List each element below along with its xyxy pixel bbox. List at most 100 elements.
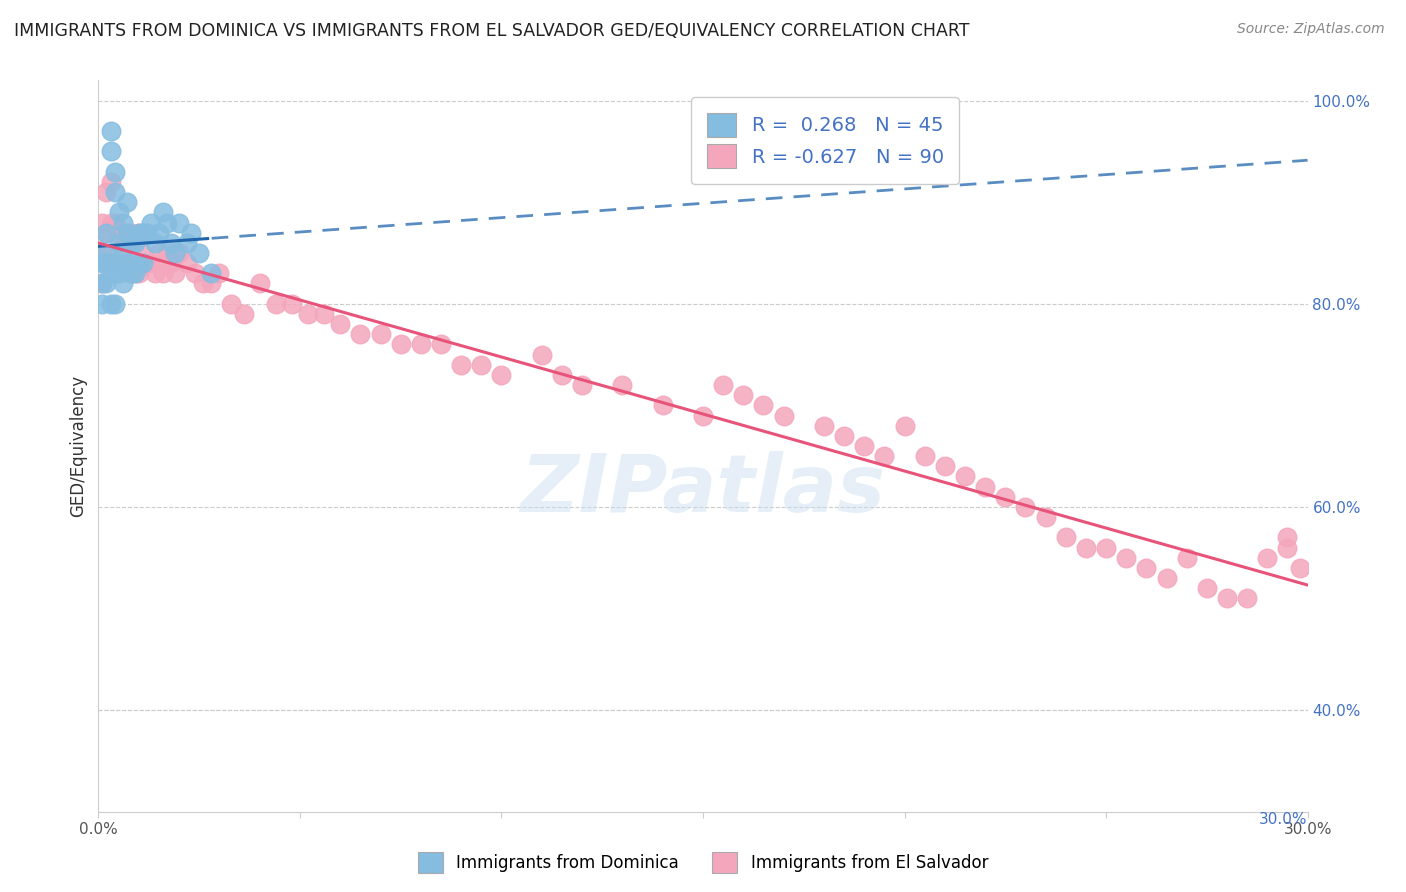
Point [107,235,129,250]
Point [1236,591,1258,606]
Point [156,246,179,260]
Point [132,256,155,270]
Point [103,185,125,199]
Point [1288,561,1310,575]
Point [297,307,319,321]
Y-axis label: GED/Equivalency: GED/Equivalency [69,375,87,517]
Point [551,368,574,382]
Point [96,226,118,240]
Point [100,215,122,229]
Point [124,235,146,250]
Point [249,277,271,291]
Point [115,226,138,240]
Point [103,256,125,270]
Point [100,124,122,138]
Point [100,256,122,270]
Point [107,256,129,270]
Point [96,246,118,260]
Point [100,266,122,280]
Point [491,368,513,382]
Point [91,277,114,291]
Point [115,226,138,240]
Point [91,246,114,260]
Point [103,256,125,270]
Point [711,378,734,392]
Text: ZIPatlas: ZIPatlas [520,450,886,529]
Point [1115,550,1137,565]
Text: IMMIGRANTS FROM DOMINICA VS IMMIGRANTS FROM EL SALVADOR GED/EQUIVALENCY CORRELAT: IMMIGRANTS FROM DOMINICA VS IMMIGRANTS F… [14,22,970,40]
Point [143,266,166,280]
Point [1135,561,1157,575]
Point [111,256,134,270]
Point [934,459,956,474]
Point [115,195,138,210]
Point [120,226,142,240]
Point [571,378,593,392]
Point [120,266,142,280]
Point [994,490,1017,504]
Point [974,480,997,494]
Point [128,256,150,270]
Point [176,235,198,250]
Point [107,266,129,280]
Point [813,418,835,433]
Point [120,266,142,280]
Point [160,256,183,270]
Point [139,215,162,229]
Point [264,297,287,311]
Point [1195,581,1218,595]
Point [160,235,183,250]
Point [349,327,371,342]
Point [111,277,134,291]
Point [100,175,122,189]
Point [1054,530,1077,544]
Point [450,358,472,372]
Point [115,256,138,270]
Point [180,226,202,240]
Point [470,358,492,372]
Point [314,307,336,321]
Point [772,409,794,423]
Point [111,226,134,240]
Point [148,246,170,260]
Point [107,226,129,240]
Point [96,185,118,199]
Point [91,277,114,291]
Point [1277,541,1299,555]
Point [103,297,125,311]
Point [152,205,174,219]
Point [914,449,936,463]
Point [1156,571,1178,585]
Point [91,297,114,311]
Point [200,277,222,291]
Point [135,226,157,240]
Point [107,205,129,219]
Point [128,226,150,240]
Point [152,266,174,280]
Point [111,246,134,260]
Point [115,256,138,270]
Point [409,337,432,351]
Point [103,215,125,229]
Point [96,277,118,291]
Point [612,378,634,392]
Point [1074,541,1097,555]
Point [128,226,150,240]
Point [100,145,122,159]
Point [148,226,170,240]
Point [651,398,673,412]
Point [208,266,231,280]
Point [124,266,146,280]
Point [1277,530,1299,544]
Point [132,246,155,260]
Point [184,266,207,280]
Legend: R =  0.268   N = 45, R = -0.627   N = 90: R = 0.268 N = 45, R = -0.627 N = 90 [692,97,959,184]
Point [132,226,155,240]
Point [111,215,134,229]
Point [232,307,254,321]
Point [1014,500,1036,514]
Point [135,256,157,270]
Point [124,266,146,280]
Point [200,266,222,280]
Point [953,469,976,483]
